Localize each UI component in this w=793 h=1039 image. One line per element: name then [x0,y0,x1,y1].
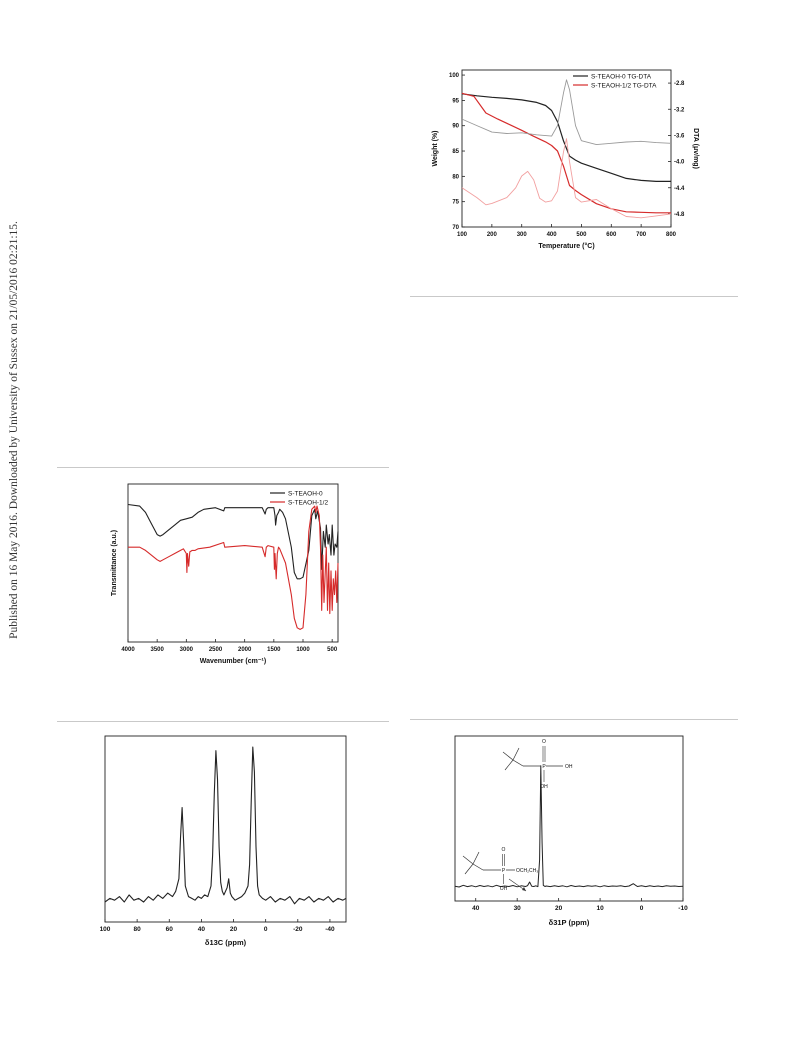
x-tick-label: 20 [555,905,563,912]
y-axis-label: Weight (%) [432,130,439,166]
structure-phosphonic-acid: O P OH OH [502,739,573,790]
x-tick-label: 700 [636,232,647,238]
ftir-chart: 4000 3500 3000 2500 2000 1500 1000 500 Wavenumbe… [111,483,339,665]
structure-double-bond [542,746,546,762]
y2-tick-label: -3.6 [674,133,685,139]
tg-series-line [461,92,671,214]
x-tick-label: 0 [264,926,268,933]
divider-rule [410,296,738,297]
x-tick-label: 800 [666,232,677,238]
y2-tick-label: -2.8 [674,81,685,87]
atom-label: OH [500,886,508,892]
atom-label: O [542,739,546,745]
y-axis-label: Transmittance (a.u.) [111,530,118,596]
p31-nmr-figure: 40 30 20 10 0 -10 δ31P (ppm) O P OH OH O P OCH₂CH₃ OH [445,732,693,961]
x-tick-label: 500 [327,647,338,653]
annotation-arrowhead [522,887,526,891]
x-tick-label: 4000 [121,647,135,653]
x-tick-label: 1500 [267,647,281,653]
x-tick-label: 200 [487,232,498,238]
x-tick-label: -10 [678,905,688,912]
legend-label: S-TEAOH-1/2 [288,499,328,506]
dta-series-line [461,138,672,219]
dta-series-line [461,79,672,146]
x-tick-label: 400 [547,232,558,238]
y2-axis-label: DTA (μv/mg) [692,128,699,169]
x-tick-label: 20 [230,926,238,933]
x-tick-label: 0 [640,905,644,912]
atom-label: OH [540,784,548,790]
structure-phosphonate-monoester: O P OCH₂CH₃ OH [462,847,538,892]
side-note-text: Published on 16 May 2016. Downloaded by … [8,221,20,639]
x-tick-label: 100 [457,232,468,238]
tg-series-line [461,93,671,183]
structure-bonds [502,747,563,771]
divider-rule [57,467,389,468]
structure-double-bond [502,854,505,866]
y2-tick-label: -3.2 [674,107,685,113]
y2-tick-label: -4.4 [674,186,685,192]
legend-label: S-TEAOH-0 [288,490,323,497]
plot-frame [104,735,347,923]
atom-label: OH [565,764,573,770]
structure-bonds [462,851,515,875]
atom-label: P [542,764,546,770]
x-tick-label: 3500 [150,647,164,653]
divider-rule [57,721,389,722]
y-tick-label: 80 [452,174,459,180]
x-tick-label: 500 [576,232,587,238]
x-tick-label: 100 [100,926,111,933]
x-tick-label: -20 [293,926,303,933]
y2-tick-label: -4.0 [674,160,685,166]
p31-spectrum-line [454,765,684,888]
x-axis-label: δ31P (ppm) [549,918,590,927]
c13-nmr-chart: 100 80 60 40 20 0 -20 -40 δ13C (ppm) [100,735,347,947]
y-tick-label: 95 [452,98,459,104]
c13-spectrum-line [104,746,347,905]
x-tick-label: 3000 [180,647,194,653]
x-tick-label: 60 [166,926,174,933]
x-tick-label: 80 [134,926,142,933]
c13-nmr-figure: 100 80 60 40 20 0 -20 -40 δ13C (ppm) [92,734,354,959]
ftir-figure: 4000 3500 3000 2500 2000 1500 1000 500 Wavenumbe… [102,478,347,675]
x-tick-label: 1000 [296,647,310,653]
plot-frame [454,735,684,902]
y-tick-label: 100 [449,73,460,79]
x-axis-label: δ13C (ppm) [205,938,247,947]
p31-nmr-chart: 40 30 20 10 0 -10 δ31P (ppm) O P OH OH O P OCH₂CH₃ OH [454,735,688,927]
side-note: Published on 16 May 2016. Downloaded by … [0,0,28,1039]
x-axis-label: Temperature (°C) [538,242,594,250]
tg-dta-figure: 100 200 300 400 500 600 700 800 70 75 80 85 90 95 100 -… [428,62,700,263]
x-tick-label: 40 [472,905,480,912]
y-tick-label: 85 [452,149,459,155]
y-tick-label: 70 [452,225,459,231]
atom-label: OCH₂CH₃ [516,868,538,874]
legend-label: S-TEAOH-1/2 TG-DTA [591,82,657,89]
ftir-series-line [127,503,339,580]
y-tick-label: 90 [452,124,459,130]
x-tick-label: 40 [198,926,206,933]
x-tick-label: 300 [517,232,528,238]
x-tick-label: 2500 [209,647,223,653]
x-tick-label: -40 [325,926,335,933]
legend-label: S-TEAOH-0 TG-DTA [591,73,652,80]
x-tick-label: 10 [596,905,604,912]
x-axis-label: Wavenumber (cm⁻¹) [200,658,266,665]
x-tick-label: 30 [514,905,522,912]
divider-rule [410,719,738,720]
plot-frame [461,69,672,228]
atom-label: O [502,847,506,853]
x-tick-label: 2000 [238,647,252,653]
atom-label: P [502,868,506,874]
y-tick-label: 75 [452,200,459,206]
ftir-series-line [128,505,339,630]
x-tick-label: 600 [606,232,617,238]
y2-tick-label: -4.8 [674,212,685,218]
tg-dta-chart: 100 200 300 400 500 600 700 800 70 75 80 85 90 95 100 -… [432,69,699,250]
